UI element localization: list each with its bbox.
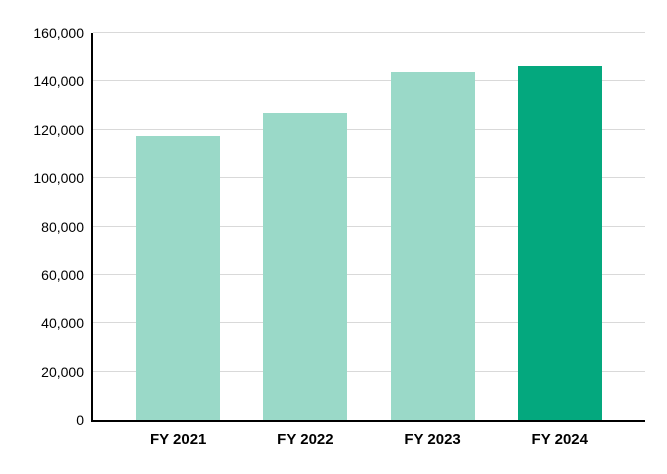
y-tick-label: 60,000 — [41, 266, 84, 283]
bar-fy-2022 — [263, 113, 348, 420]
bar-fy-2023 — [390, 72, 475, 420]
gridline — [93, 128, 645, 130]
x-axis-label: FY 2022 — [263, 431, 347, 448]
x-axis-label: FY 2023 — [391, 431, 475, 448]
x-axis-label: FY 2021 — [136, 431, 220, 448]
x-axis-label-text: FY 2022 — [277, 431, 334, 448]
y-tick-label: 120,000 — [33, 121, 84, 138]
gridline — [93, 322, 645, 324]
bar-fy-2024 — [517, 66, 602, 420]
x-axis-label-text: FY 2023 — [404, 431, 461, 448]
gridline — [93, 273, 645, 275]
plot-area — [91, 32, 645, 422]
y-tick-label: 40,000 — [41, 315, 84, 332]
bars-container — [93, 33, 645, 420]
bar-fy-2021 — [136, 135, 221, 420]
y-tick-label: 160,000 — [33, 25, 84, 41]
y-tick-label: 140,000 — [33, 73, 84, 90]
x-axis-label-text: FY 2021 — [149, 431, 207, 448]
gridline — [93, 225, 645, 227]
gridline — [93, 80, 645, 82]
y-tick-label: 20,000 — [41, 363, 84, 380]
gridline — [93, 370, 645, 372]
y-tick-label: 80,000 — [41, 218, 84, 235]
x-axis-label: FY 2024 — [518, 431, 602, 448]
y-tick-label: 100,000 — [33, 170, 84, 187]
gridline — [93, 177, 645, 179]
gridline — [93, 32, 645, 33]
x-axis-labels: FY 2021 FY 2022 FY 2023 FY 2024 — [93, 431, 645, 448]
y-tick-label: 0 — [76, 412, 84, 428]
x-axis-label-text: FY 2024 — [531, 431, 588, 448]
